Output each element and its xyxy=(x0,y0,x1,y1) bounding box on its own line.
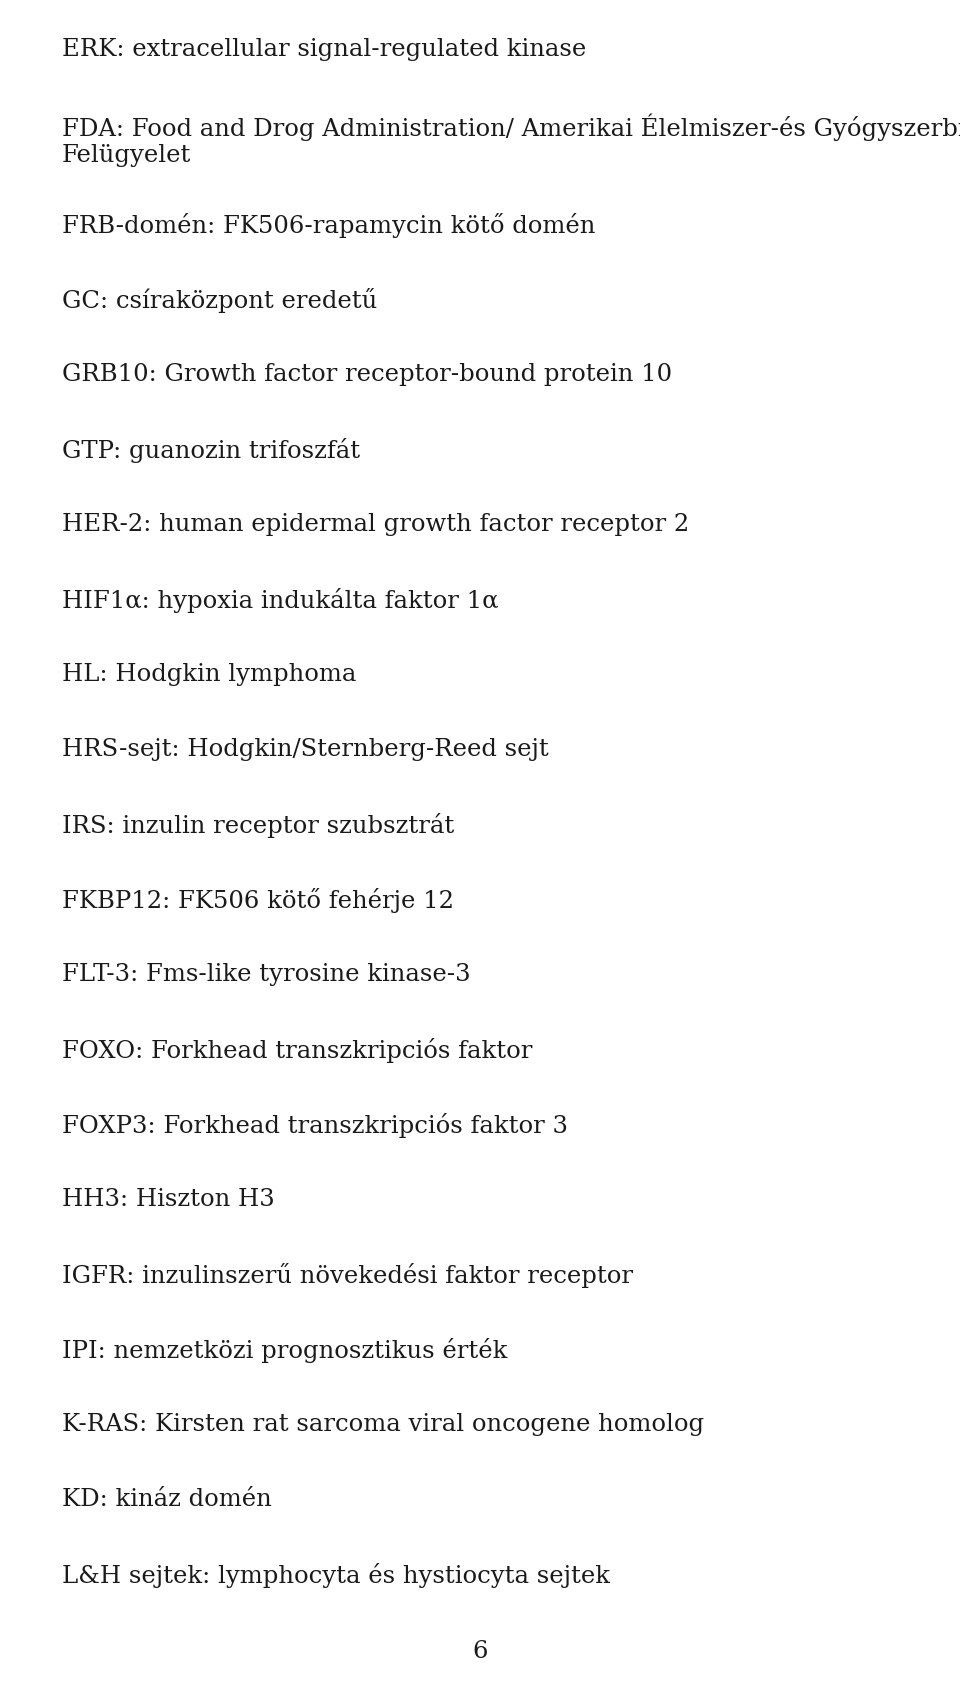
Text: FRB-domén: FK506-rapamycin kötő domén: FRB-domén: FK506-rapamycin kötő domén xyxy=(62,214,595,237)
Text: HIF1α: hypoxia indukálta faktor 1α: HIF1α: hypoxia indukálta faktor 1α xyxy=(62,589,498,612)
Text: IGFR: inzulinszerű növekedési faktor receptor: IGFR: inzulinszerű növekedési faktor rec… xyxy=(62,1263,633,1288)
Text: IPI: nemzetközi prognosztikus érték: IPI: nemzetközi prognosztikus érték xyxy=(62,1337,508,1362)
Text: ERK: extracellular signal-regulated kinase: ERK: extracellular signal-regulated kina… xyxy=(62,39,587,61)
Text: HER-2: human epidermal growth factor receptor 2: HER-2: human epidermal growth factor rec… xyxy=(62,513,689,537)
Text: FOXO: Forkhead transzkripciós faktor: FOXO: Forkhead transzkripciós faktor xyxy=(62,1038,533,1063)
Text: K-RAS: Kirsten rat sarcoma viral oncogene homolog: K-RAS: Kirsten rat sarcoma viral oncogen… xyxy=(62,1413,704,1436)
Text: 6: 6 xyxy=(472,1640,488,1663)
Text: L&H sejtek: lymphocyta és hystiocyta sejtek: L&H sejtek: lymphocyta és hystiocyta sej… xyxy=(62,1563,610,1588)
Text: HH3: Hiszton H3: HH3: Hiszton H3 xyxy=(62,1187,275,1211)
Text: FKBP12: FK506 kötő fehérje 12: FKBP12: FK506 kötő fehérje 12 xyxy=(62,888,454,913)
Text: GTP: guanozin trifoszfát: GTP: guanozin trifoszfát xyxy=(62,437,360,463)
Text: FLT-3: Fms-like tyrosine kinase-3: FLT-3: Fms-like tyrosine kinase-3 xyxy=(62,964,470,986)
Text: FOXP3: Forkhead transzkripciós faktor 3: FOXP3: Forkhead transzkripciós faktor 3 xyxy=(62,1113,568,1139)
Text: GC: csíraközpont eredetű: GC: csíraközpont eredetű xyxy=(62,288,377,313)
Text: GRB10: Growth factor receptor-bound protein 10: GRB10: Growth factor receptor-bound prot… xyxy=(62,363,672,385)
Text: KD: kináz domén: KD: kináz domén xyxy=(62,1489,272,1510)
Text: HRS-sejt: Hodgkin/Sternberg-Reed sejt: HRS-sejt: Hodgkin/Sternberg-Reed sejt xyxy=(62,738,549,760)
Text: IRS: inzulin receptor szubsztrát: IRS: inzulin receptor szubsztrát xyxy=(62,812,454,838)
Text: HL: Hodgkin lymphoma: HL: Hodgkin lymphoma xyxy=(62,663,356,686)
Text: FDA: Food and Drog Administration/ Amerikai Élelmiszer-és Gyógyszerbiztonsági
Fe: FDA: Food and Drog Administration/ Ameri… xyxy=(62,113,960,167)
